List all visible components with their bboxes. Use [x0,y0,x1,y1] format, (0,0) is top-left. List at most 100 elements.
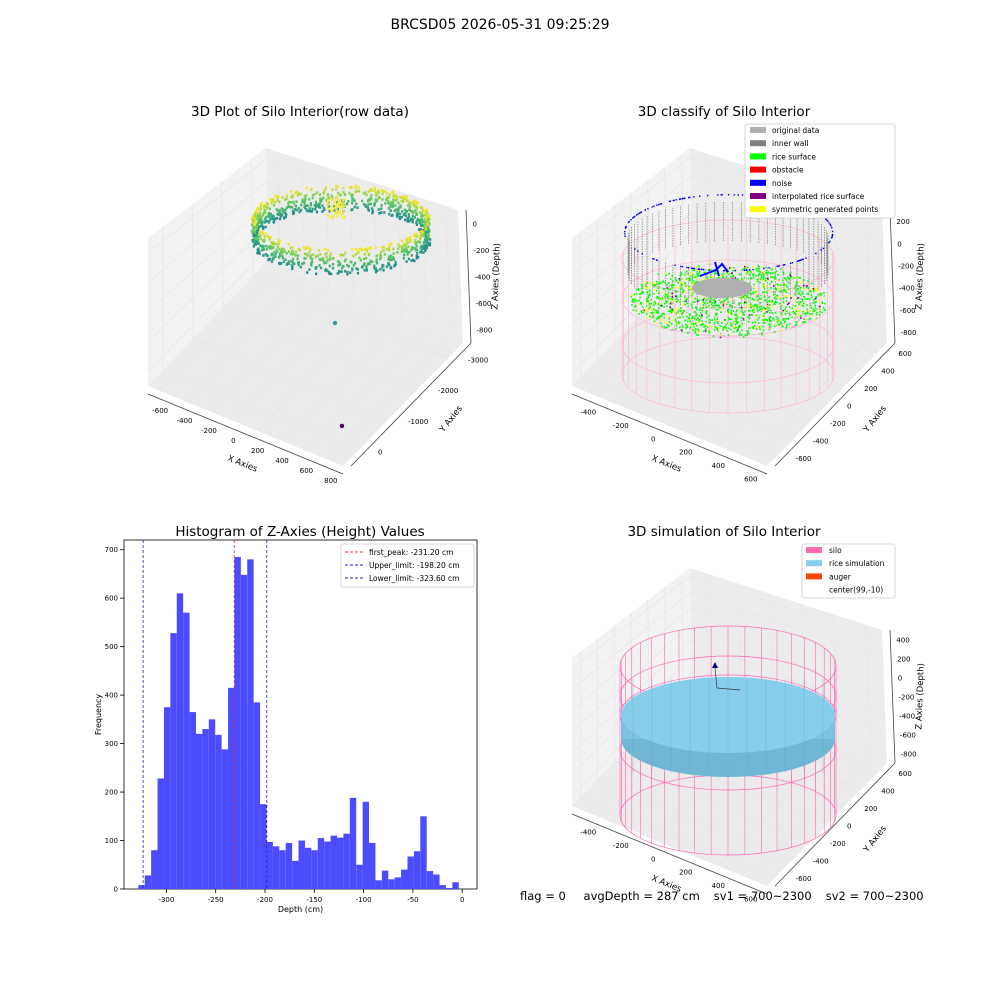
classified-point [630,295,632,298]
data-point [404,218,407,222]
data-point [264,221,267,224]
data-point [351,208,354,211]
classified-point [688,331,691,333]
data-point [342,216,345,220]
classified-point [700,324,702,326]
x-axis-label: X Axies [226,454,259,475]
data-point [392,198,395,201]
classified-point [762,283,765,286]
classified-point [784,308,786,311]
data-point [321,197,324,201]
classified-point [761,305,763,308]
data-point [327,213,330,217]
classified-point [719,336,722,339]
classified-point [741,296,744,298]
classified-point [723,335,725,337]
classified-point [723,326,726,329]
classified-point [748,332,750,335]
classified-point [708,321,710,324]
histogram-bar [445,888,453,889]
data-point [400,250,403,253]
classified-point [731,272,733,274]
data-point [297,263,300,267]
data-point [424,228,427,232]
data-point [261,220,264,224]
data-point [274,242,277,246]
classified-point [761,333,764,336]
classified-point [679,272,682,274]
legend-label: rice simulation [829,559,885,568]
data-point [377,208,380,211]
y-tick-label: -400 [813,858,829,866]
classified-point [822,307,825,309]
data-point [287,242,290,246]
classified-point [759,305,762,308]
classified-point [803,288,805,290]
data-point [268,238,271,241]
data-point [332,205,335,208]
classified-point [778,290,781,293]
classified-point [815,313,818,316]
data-point [376,254,379,258]
classified-point [748,327,751,329]
classified-point [702,299,705,301]
classified-point [797,297,800,299]
histogram-bar [381,870,389,889]
noise-point [673,199,675,202]
classified-point [644,309,647,311]
data-point [269,235,272,239]
histogram-bar [183,612,190,889]
data-point [259,211,262,215]
data-point [278,200,281,204]
classified-point [696,280,699,283]
classified-point [697,329,700,332]
classified-point [671,319,674,321]
classified-point [823,295,826,297]
classified-point [728,312,731,315]
data-point [284,208,287,212]
data-point [348,191,351,195]
classified-point [788,323,791,325]
data-point [383,253,386,256]
noise-point [698,268,701,270]
classified-point [772,305,774,308]
data-point [350,193,353,197]
data-point [311,193,314,197]
classified-point [690,292,693,294]
data-point [277,255,281,259]
classified-point [743,314,746,316]
classified-point [666,287,669,289]
data-point [252,240,255,244]
grid-line [571,575,691,669]
classified-point [686,285,689,287]
data-point [291,250,294,253]
data-point [410,259,413,262]
classified-point [716,326,718,329]
data-point [299,265,302,269]
classified-point [659,302,661,305]
legend-label: rice surface [772,152,816,161]
data-point [398,212,402,216]
flag-text: flag = 0 [520,889,566,903]
noise-point [625,226,627,228]
classified-point [811,282,813,285]
classified-point [668,321,671,323]
classified-point [730,312,733,314]
legend-frame [340,543,475,588]
data-point [425,214,428,217]
y-tick-label: 0 [114,886,118,894]
y-tick-label: 600 [898,770,911,778]
data-point [352,254,355,258]
data-point [270,253,273,257]
data-point [336,272,339,275]
grid-line [192,338,389,421]
classified-point [676,296,679,299]
data-point [363,257,366,261]
noise-point [748,269,751,271]
classified-point [791,307,793,310]
classified-point [690,303,693,305]
classified-point [664,281,666,284]
classified-point [652,314,654,317]
data-point [289,205,292,209]
figure-title: BRCSD05 2026-05-31 09:25:29 [390,17,610,33]
